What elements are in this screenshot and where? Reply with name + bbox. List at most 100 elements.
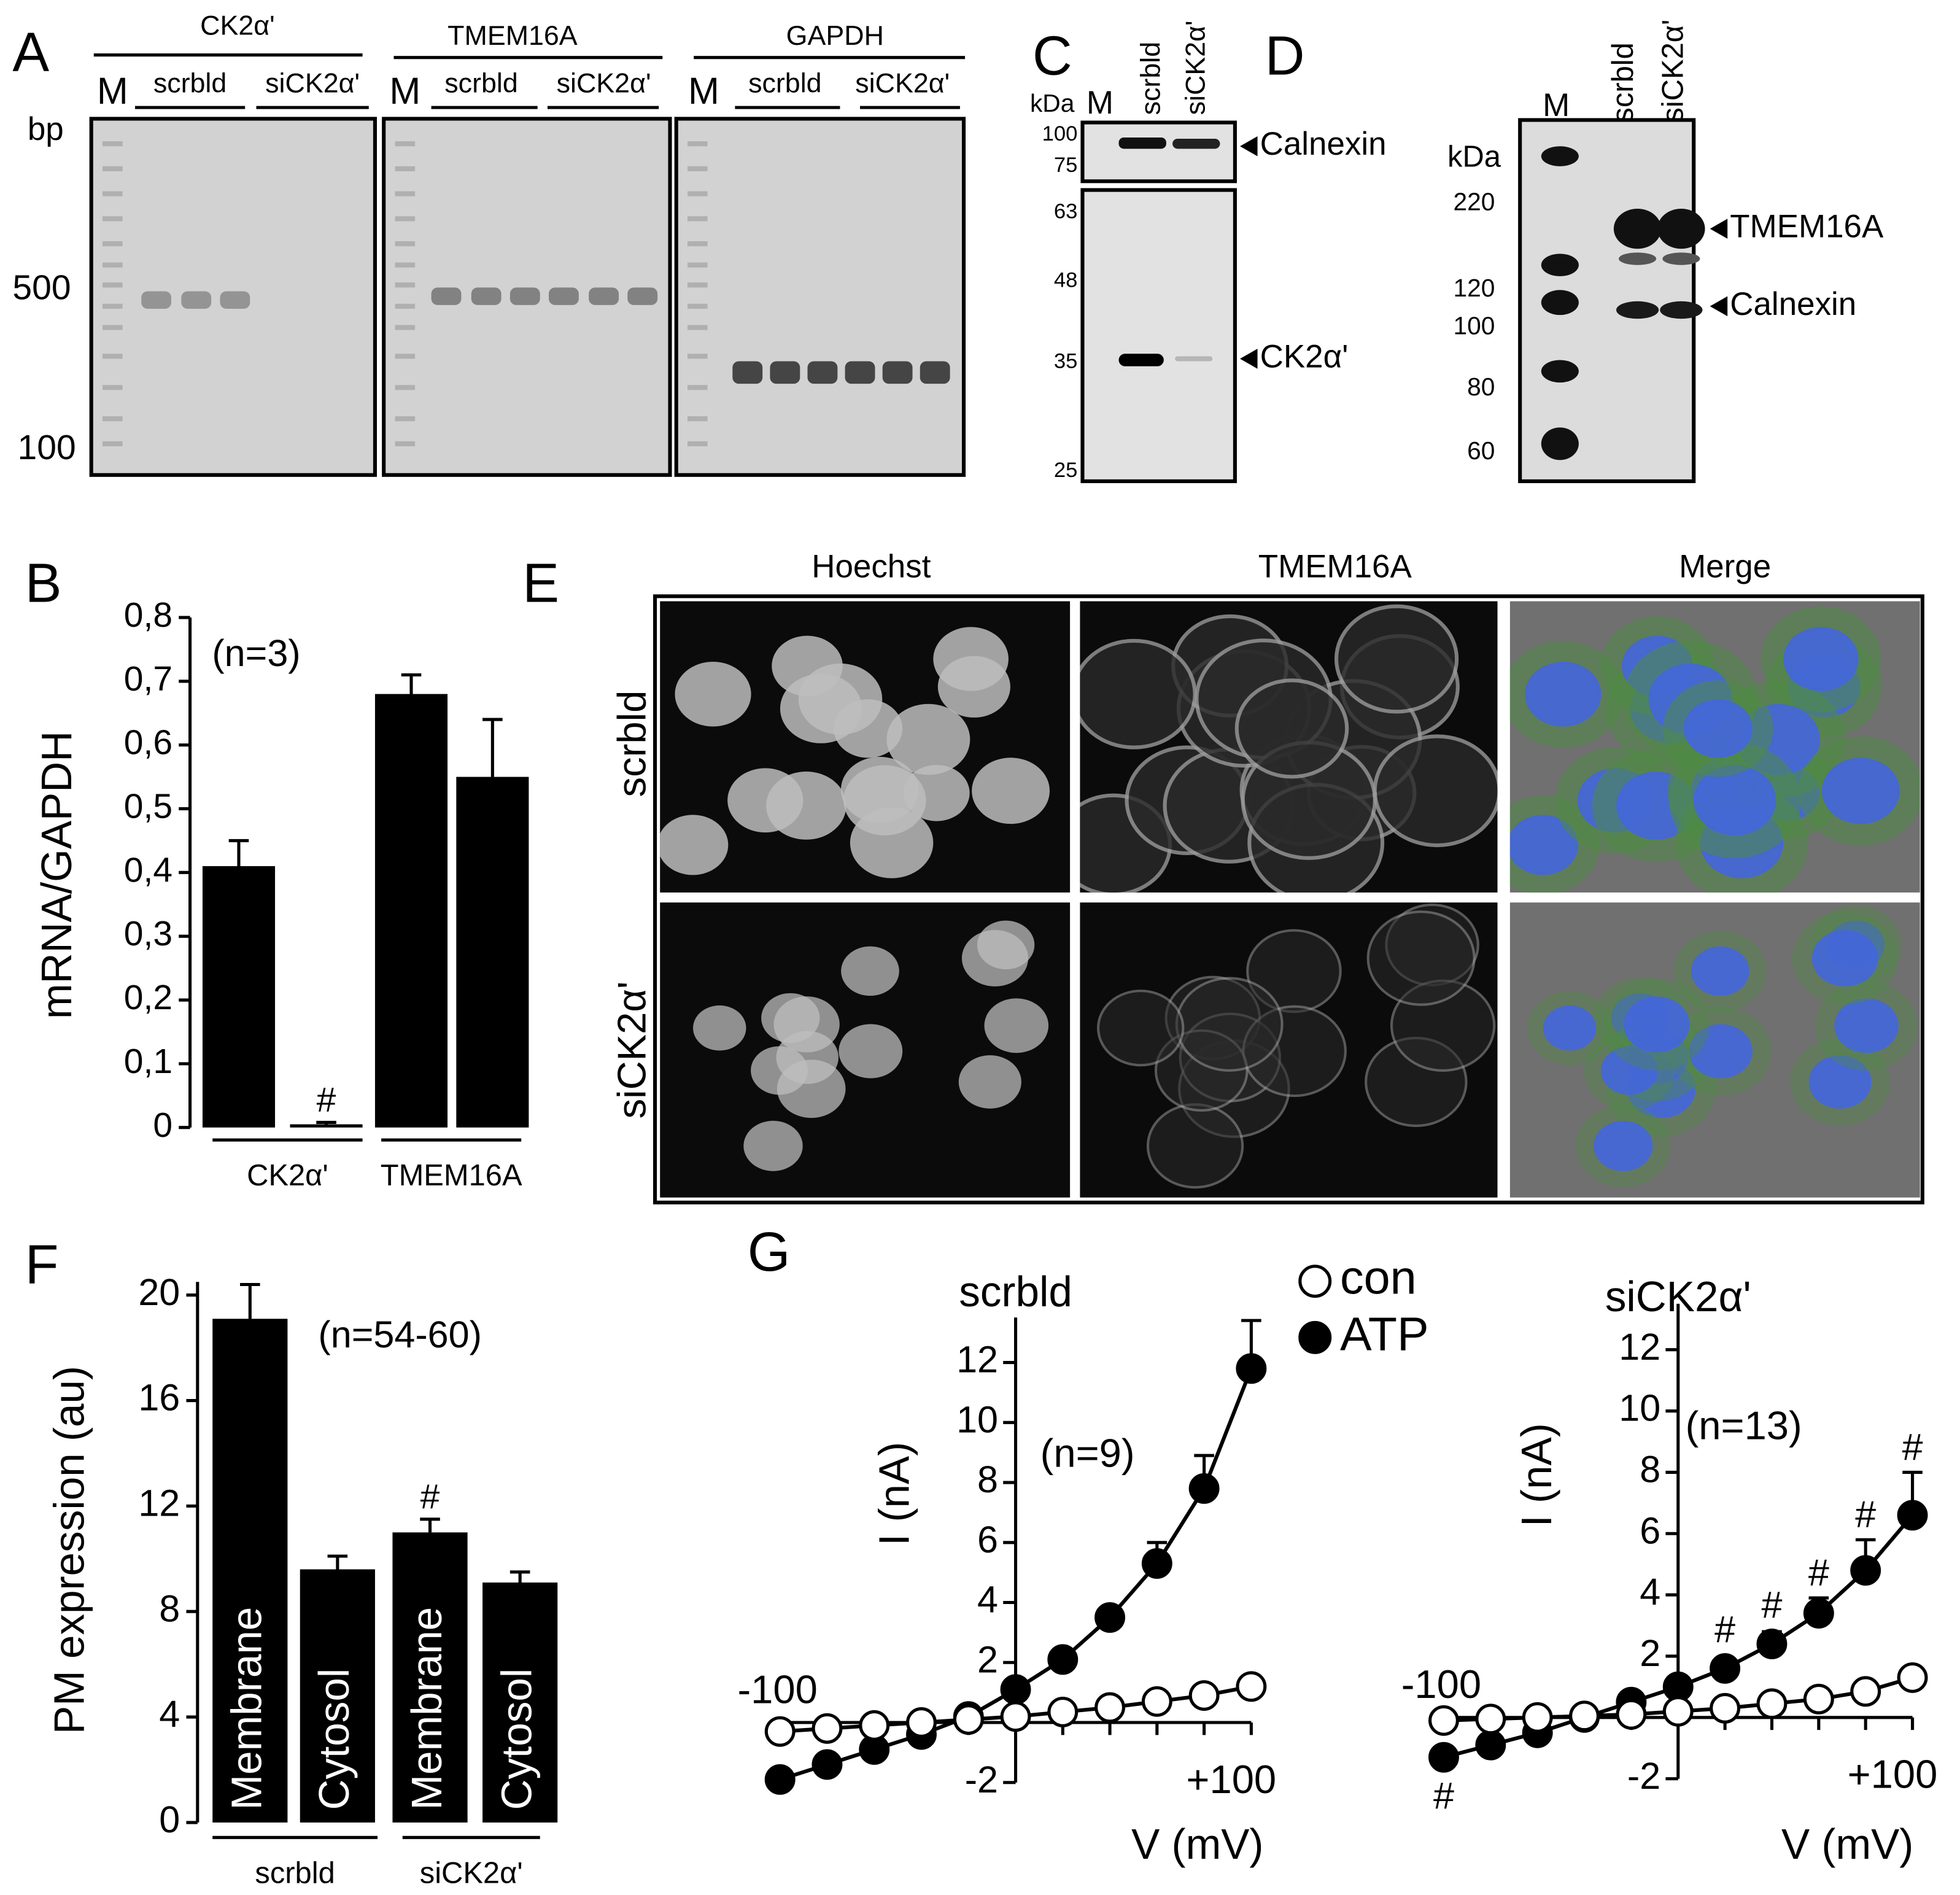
- membrane-stain: [1334, 604, 1459, 714]
- ladder-band: [103, 441, 123, 446]
- row-label: scrbld: [610, 691, 654, 797]
- gel-band: [589, 287, 619, 305]
- data-point: [764, 1764, 796, 1795]
- data-point: [1850, 1676, 1881, 1707]
- error-bar: [420, 1517, 440, 1533]
- ladder-band: [103, 191, 123, 196]
- unit-label: kDa: [1447, 141, 1501, 174]
- micrograph: [660, 601, 1071, 893]
- y-tick-label: 4: [977, 1579, 998, 1621]
- y-tick-label: -2: [965, 1759, 998, 1800]
- ladder-band: [1541, 254, 1579, 277]
- size-marker: 25: [1054, 459, 1078, 482]
- lane-label: siCK2α': [1657, 20, 1690, 123]
- ladder-band: [395, 262, 416, 268]
- ladder-band: [103, 282, 123, 288]
- error-bar: [240, 1282, 260, 1319]
- y-tick-label: 8: [1640, 1449, 1660, 1490]
- cells: [1080, 604, 1498, 893]
- significance-mark: #: [317, 1080, 336, 1120]
- y-tick-label: 6: [977, 1519, 998, 1560]
- membrane-stain: [1080, 638, 1197, 750]
- group-label: siCK2α': [420, 1856, 523, 1889]
- column-header: Hoechst: [812, 548, 931, 584]
- ladder-band: [395, 141, 416, 147]
- arrowhead: [1240, 349, 1258, 369]
- ladder-band: [688, 354, 708, 359]
- nucleus: [766, 771, 846, 840]
- column-header: Merge: [1679, 548, 1771, 584]
- nucleus: [1691, 946, 1749, 996]
- y-tick-label: 8: [977, 1459, 998, 1500]
- data-point: [1569, 1700, 1600, 1732]
- ladder-band: [688, 325, 708, 330]
- data-point: [1000, 1674, 1031, 1705]
- gel: [382, 117, 672, 477]
- nucleus: [1821, 758, 1900, 824]
- nucleus: [1509, 815, 1578, 875]
- data-point: [859, 1710, 890, 1741]
- significance-mark: #: [1808, 1552, 1829, 1594]
- ladder-band: [103, 325, 123, 330]
- y-tick-label: 10: [956, 1398, 998, 1440]
- gel-band: [732, 361, 763, 384]
- nucleus: [1593, 1120, 1653, 1171]
- ladder-band: [103, 216, 123, 222]
- error-bar: [327, 1554, 348, 1570]
- ladder-band: [688, 191, 708, 196]
- significance-mark: #: [1433, 1775, 1454, 1816]
- micrograph: [660, 902, 1071, 1198]
- y-axis-label: mRNA/GAPDH: [33, 731, 80, 1019]
- band-label: CK2α': [1260, 338, 1349, 374]
- lane-label: scrbld: [1135, 42, 1166, 115]
- legend-label: con: [1340, 1252, 1417, 1304]
- ladder-band: [395, 441, 416, 446]
- legend-marker: [1298, 1320, 1332, 1354]
- ladder-band: [1541, 146, 1579, 166]
- bar-label: Cytosol: [492, 1668, 540, 1810]
- chart-title: siCK2α': [1605, 1273, 1751, 1320]
- nucleus: [693, 1005, 746, 1051]
- data-point: [1236, 1353, 1267, 1384]
- annotation: (n=9): [1040, 1430, 1135, 1475]
- bar: [212, 1319, 288, 1823]
- unit-label: kDa: [1030, 89, 1075, 117]
- unit-label: bp: [28, 111, 64, 147]
- x-axis-label: V (mV): [1781, 1820, 1913, 1868]
- error-bar: [228, 839, 249, 866]
- nucleus: [843, 765, 926, 835]
- ladder-band: [1541, 427, 1579, 460]
- ladder-band: [1541, 360, 1579, 383]
- ladder-band: [688, 166, 708, 171]
- data-point: [1047, 1696, 1079, 1727]
- nucleus: [958, 1055, 1021, 1109]
- y-tick-label: 10: [1619, 1387, 1660, 1429]
- ladder-band: [103, 385, 123, 390]
- blot-band: [1657, 209, 1705, 249]
- y-tick-label: 0,7: [124, 659, 172, 699]
- y-tick-label: 16: [138, 1377, 180, 1419]
- gel-header: CK2α': [200, 10, 275, 41]
- data-point: [1803, 1683, 1834, 1715]
- blot-band: [1172, 139, 1220, 149]
- lane-label: scrbld: [1606, 42, 1640, 122]
- data-point: [1188, 1680, 1220, 1711]
- bar: [374, 694, 448, 1128]
- y-axis-label: PM expression (au): [45, 1366, 93, 1734]
- panel-letter: G: [748, 1221, 791, 1282]
- ladder-band: [103, 166, 123, 171]
- gel-band: [845, 361, 875, 384]
- data-point: [1803, 1598, 1834, 1629]
- membrane-stain: [1234, 678, 1349, 779]
- y-tick-label: 12: [956, 1339, 998, 1381]
- size-marker: 500: [12, 268, 71, 307]
- nucleus: [984, 998, 1049, 1053]
- ladder-band: [395, 282, 416, 288]
- membrane-stain: [1366, 910, 1476, 1006]
- gel-band: [471, 287, 502, 305]
- y-tick-label: 4: [159, 1693, 180, 1735]
- bar: [456, 777, 529, 1128]
- panel-letter: B: [25, 552, 62, 614]
- y-tick-label: 4: [1640, 1571, 1660, 1613]
- data-point: [1141, 1548, 1172, 1579]
